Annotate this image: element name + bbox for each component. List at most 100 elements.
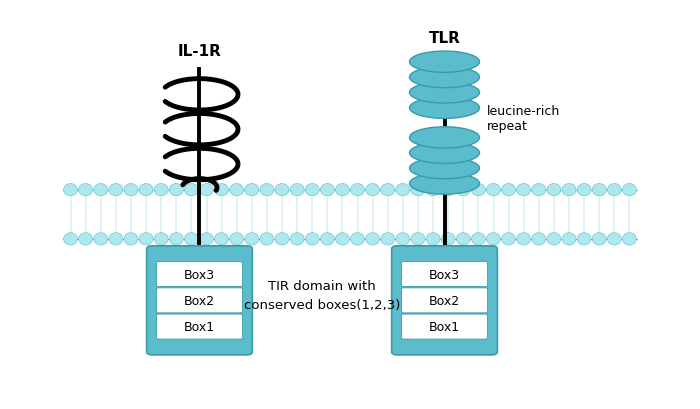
Ellipse shape [622, 184, 636, 196]
Ellipse shape [139, 184, 153, 196]
Ellipse shape [592, 233, 606, 245]
Ellipse shape [471, 184, 485, 196]
Ellipse shape [381, 184, 395, 196]
FancyBboxPatch shape [402, 315, 487, 339]
Ellipse shape [215, 184, 229, 196]
FancyBboxPatch shape [392, 246, 497, 355]
Ellipse shape [154, 184, 168, 196]
Ellipse shape [441, 184, 455, 196]
Ellipse shape [441, 233, 455, 245]
Ellipse shape [456, 184, 470, 196]
Ellipse shape [169, 184, 183, 196]
Ellipse shape [94, 184, 108, 196]
Ellipse shape [562, 184, 576, 196]
Ellipse shape [275, 233, 289, 245]
Ellipse shape [562, 233, 576, 245]
Ellipse shape [456, 233, 470, 245]
Ellipse shape [245, 184, 259, 196]
Ellipse shape [396, 233, 410, 245]
Ellipse shape [124, 184, 138, 196]
Ellipse shape [410, 67, 480, 88]
Ellipse shape [78, 233, 92, 245]
Ellipse shape [517, 233, 531, 245]
Text: Box3: Box3 [184, 268, 215, 281]
Ellipse shape [199, 233, 213, 245]
Ellipse shape [305, 184, 319, 196]
Ellipse shape [169, 233, 183, 245]
Ellipse shape [502, 233, 516, 245]
FancyBboxPatch shape [146, 246, 252, 355]
FancyBboxPatch shape [156, 262, 242, 287]
Text: TLR: TLR [428, 31, 461, 46]
Ellipse shape [109, 233, 122, 245]
Ellipse shape [532, 184, 546, 196]
Text: leucine-rich
repeat: leucine-rich repeat [486, 105, 560, 133]
Ellipse shape [321, 233, 335, 245]
Ellipse shape [410, 128, 480, 149]
Ellipse shape [547, 184, 561, 196]
Ellipse shape [396, 184, 410, 196]
Ellipse shape [124, 233, 138, 245]
Ellipse shape [94, 233, 108, 245]
Ellipse shape [365, 233, 379, 245]
Text: Box1: Box1 [429, 320, 460, 333]
FancyBboxPatch shape [156, 288, 242, 313]
Ellipse shape [335, 233, 349, 245]
Ellipse shape [184, 184, 198, 196]
Ellipse shape [230, 184, 244, 196]
Text: Box3: Box3 [429, 268, 460, 281]
Ellipse shape [321, 184, 335, 196]
Ellipse shape [230, 233, 244, 245]
Ellipse shape [245, 233, 259, 245]
Ellipse shape [351, 184, 365, 196]
Ellipse shape [486, 233, 500, 245]
Ellipse shape [139, 233, 153, 245]
Text: IL-1R: IL-1R [178, 44, 221, 59]
Ellipse shape [547, 233, 561, 245]
Text: Box1: Box1 [184, 320, 215, 333]
Ellipse shape [275, 184, 289, 196]
Ellipse shape [335, 184, 349, 196]
Ellipse shape [64, 184, 78, 196]
Ellipse shape [411, 184, 425, 196]
Ellipse shape [426, 184, 440, 196]
Text: Box2: Box2 [184, 294, 215, 307]
Ellipse shape [486, 184, 500, 196]
Ellipse shape [290, 233, 304, 245]
Ellipse shape [78, 184, 92, 196]
Text: Box2: Box2 [429, 294, 460, 307]
Ellipse shape [260, 184, 274, 196]
Ellipse shape [410, 158, 480, 180]
Ellipse shape [290, 184, 304, 196]
Ellipse shape [410, 173, 480, 195]
Ellipse shape [426, 233, 440, 245]
Ellipse shape [410, 52, 480, 73]
Ellipse shape [199, 184, 213, 196]
Ellipse shape [64, 233, 78, 245]
Ellipse shape [260, 233, 274, 245]
Ellipse shape [305, 233, 319, 245]
Text: TIR domain with
conserved boxes(1,2,3): TIR domain with conserved boxes(1,2,3) [244, 279, 400, 312]
Ellipse shape [410, 98, 480, 119]
Ellipse shape [532, 233, 546, 245]
Ellipse shape [410, 143, 480, 164]
Ellipse shape [410, 83, 480, 104]
Ellipse shape [578, 233, 591, 245]
Ellipse shape [471, 233, 485, 245]
Bar [63, 190, 637, 239]
Ellipse shape [109, 184, 122, 196]
Ellipse shape [517, 184, 531, 196]
Ellipse shape [502, 184, 516, 196]
Ellipse shape [411, 233, 425, 245]
Ellipse shape [578, 184, 591, 196]
Ellipse shape [351, 233, 365, 245]
FancyBboxPatch shape [402, 288, 487, 313]
Ellipse shape [608, 184, 622, 196]
FancyBboxPatch shape [156, 315, 242, 339]
Ellipse shape [215, 233, 229, 245]
FancyBboxPatch shape [402, 262, 487, 287]
Ellipse shape [154, 233, 168, 245]
Ellipse shape [381, 233, 395, 245]
Ellipse shape [622, 233, 636, 245]
Ellipse shape [184, 233, 198, 245]
